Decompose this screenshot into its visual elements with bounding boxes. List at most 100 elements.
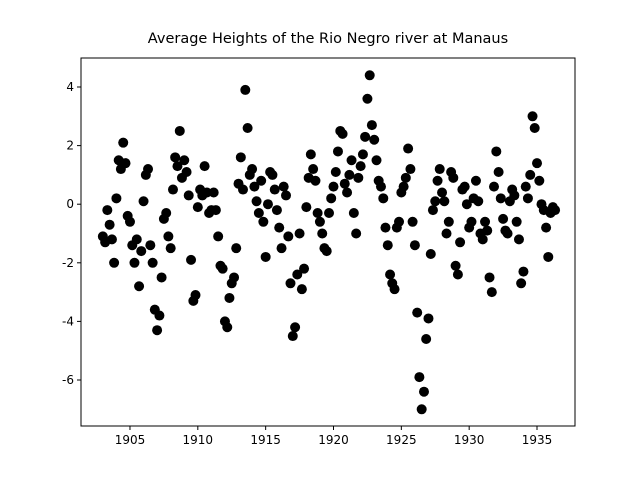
point [271, 205, 282, 216]
point [385, 269, 396, 280]
point [278, 181, 289, 192]
point [170, 152, 181, 163]
point [290, 322, 301, 333]
point [344, 169, 355, 180]
point [400, 172, 411, 183]
point [348, 207, 359, 218]
point [511, 216, 522, 227]
point [145, 240, 156, 251]
point [251, 196, 262, 207]
x-tick-label: 1920 [318, 433, 349, 447]
point [222, 322, 233, 333]
x-tick-label: 1930 [454, 433, 485, 447]
point [249, 181, 260, 192]
point [332, 146, 343, 157]
point [154, 310, 165, 321]
point [513, 234, 524, 245]
point [541, 222, 552, 233]
point [477, 234, 488, 245]
point [525, 169, 536, 180]
point [357, 149, 368, 160]
point [337, 128, 348, 139]
point [441, 228, 452, 239]
point [262, 199, 273, 210]
point [143, 164, 154, 175]
point [484, 272, 495, 283]
point [371, 155, 382, 166]
point [522, 193, 533, 204]
point [407, 216, 418, 227]
point [389, 284, 400, 295]
point [124, 216, 135, 227]
point [240, 84, 251, 95]
point [527, 111, 538, 122]
point [163, 231, 174, 242]
point [104, 219, 115, 230]
point [292, 269, 303, 280]
point [156, 272, 167, 283]
point [448, 172, 459, 183]
point [276, 243, 287, 254]
point [174, 125, 185, 136]
point [382, 240, 393, 251]
point [314, 216, 325, 227]
point [380, 222, 391, 233]
point [102, 205, 113, 216]
point [179, 155, 190, 166]
point [439, 196, 450, 207]
point [470, 175, 481, 186]
point [421, 333, 432, 344]
point [495, 193, 506, 204]
point [235, 152, 246, 163]
point [416, 404, 427, 415]
point [111, 193, 122, 204]
point [550, 205, 561, 216]
point [192, 202, 203, 213]
point [398, 181, 409, 192]
point [375, 181, 386, 192]
point [378, 193, 389, 204]
point [409, 240, 420, 251]
x-tick-label: 1910 [183, 433, 214, 447]
point [414, 372, 425, 383]
point [129, 257, 140, 268]
point [534, 175, 545, 186]
point [437, 187, 448, 198]
point [489, 181, 500, 192]
point [430, 196, 441, 207]
point [283, 231, 294, 242]
point [229, 272, 240, 283]
point [362, 93, 373, 104]
point [152, 325, 163, 336]
point [190, 290, 201, 301]
point [167, 184, 178, 195]
x-tick-label: 1935 [522, 433, 553, 447]
point [208, 187, 219, 198]
point [498, 213, 509, 224]
point [281, 190, 292, 201]
y-tick-label: 2 [66, 139, 74, 153]
point [434, 164, 445, 175]
point [450, 260, 461, 271]
point [134, 281, 145, 292]
point [260, 251, 271, 262]
point [165, 243, 176, 254]
point [482, 225, 493, 236]
point [369, 134, 380, 145]
x-tick-label: 1905 [115, 433, 146, 447]
point [106, 234, 117, 245]
point [509, 190, 520, 201]
point [427, 205, 438, 216]
point [328, 181, 339, 192]
point [305, 149, 316, 160]
point [502, 228, 513, 239]
point [256, 175, 267, 186]
point [321, 246, 332, 257]
point [274, 222, 285, 233]
point [486, 287, 497, 298]
point [181, 166, 192, 177]
y-tick-label: -6 [62, 373, 74, 387]
point [120, 158, 131, 169]
point [346, 155, 357, 166]
point [301, 202, 312, 213]
